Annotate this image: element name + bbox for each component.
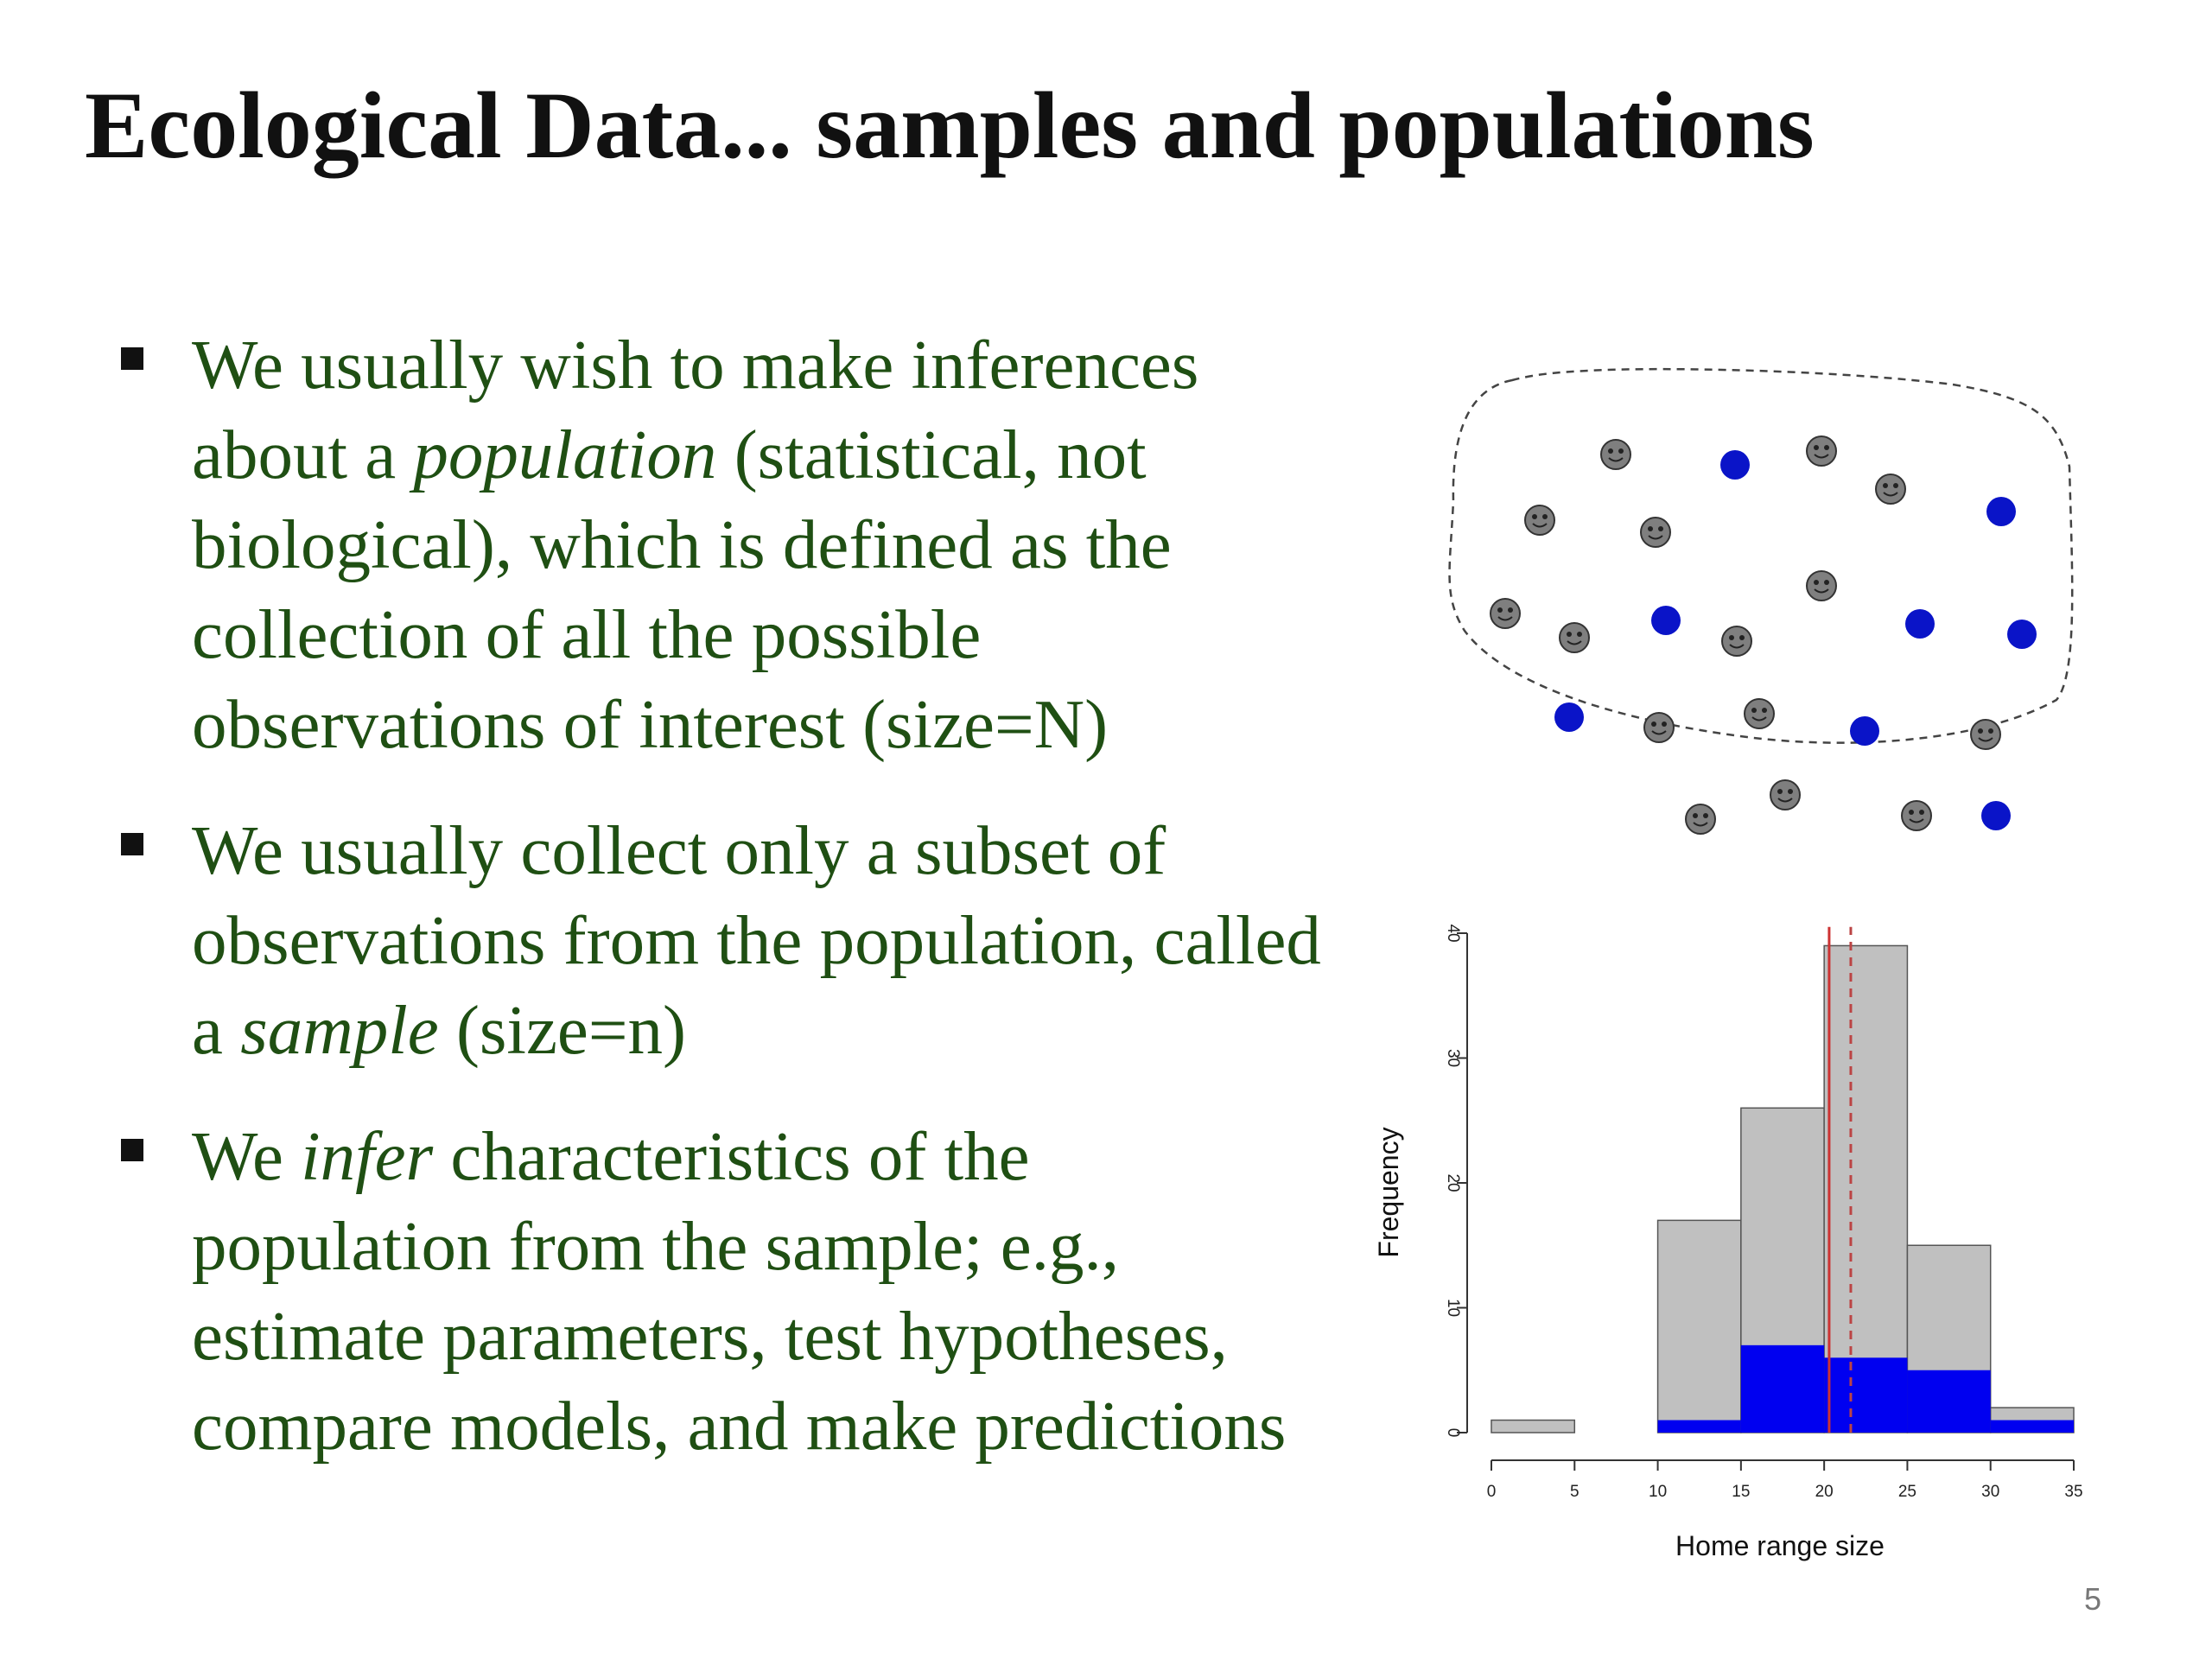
bullet-text: characteristics of the population from t… <box>192 1117 1287 1465</box>
histogram-bar-sample <box>1824 1357 1908 1433</box>
gray-face-icon <box>1770 779 1801 810</box>
x-axis-label: Home range size <box>1675 1530 1885 1561</box>
gray-face-icon <box>1901 800 1932 831</box>
square-bullet-icon <box>121 1139 143 1161</box>
y-tick-label: 20 <box>1444 1173 1462 1192</box>
blue-dot-icon <box>1720 450 1750 480</box>
population-dots <box>1490 435 2037 835</box>
blue-dot-icon <box>1651 606 1681 635</box>
blue-dot-icon <box>1986 497 2016 526</box>
gray-face-icon <box>1640 517 1671 548</box>
y-tick-label: 30 <box>1444 1049 1462 1067</box>
population-boundary <box>1448 367 2074 744</box>
x-tick-label: 25 <box>1898 1483 1916 1501</box>
histogram-bar-population <box>1823 944 1909 1433</box>
bullet-item: We usually wish to make inferences about… <box>119 320 1346 769</box>
blue-dot-icon <box>2007 620 2037 649</box>
y-tick-label: 0 <box>1444 1428 1462 1438</box>
gray-face-icon <box>1744 698 1775 729</box>
slide-title: Ecological Data... samples and populatio… <box>85 73 1815 178</box>
bullet-emphasis-text: population <box>413 416 717 493</box>
x-tick-label: 35 <box>2064 1483 2082 1501</box>
gray-face-icon <box>1806 435 1837 467</box>
page-number: 5 <box>2084 1581 2102 1617</box>
y-axis-label: Frequency <box>1373 1127 1404 1257</box>
gray-face-icon <box>1559 622 1590 653</box>
gray-face-icon <box>1875 474 1906 505</box>
histogram-axes: 0 5 10 15 20 25 30 35 0 10 20 30 40 <box>1444 924 2083 1501</box>
x-tick-label: 10 <box>1649 1483 1667 1501</box>
square-bullet-icon <box>121 833 143 855</box>
gray-face-icon <box>1806 570 1837 601</box>
histogram-bar-sample <box>1740 1344 1825 1433</box>
blue-dot-icon <box>1905 609 1935 639</box>
histogram-bar-population <box>1656 1219 1742 1433</box>
histogram-bar-population <box>1491 1419 1576 1433</box>
blue-dot-icon <box>1850 716 1879 746</box>
y-tick-label: 40 <box>1444 924 1462 942</box>
bullet-item: We usually collect only a subset of obse… <box>119 805 1346 1075</box>
histogram-bars <box>1491 944 2075 1433</box>
gray-face-icon <box>1721 626 1752 657</box>
gray-face-icon <box>1490 598 1521 629</box>
gray-face-icon <box>1600 439 1631 470</box>
x-tick-label: 20 <box>1815 1483 1834 1501</box>
gray-face-icon <box>1524 505 1555 536</box>
bullet-emphasis-text: infer <box>301 1117 434 1195</box>
bullet-text: (statistical, not biological), which is … <box>192 416 1172 763</box>
gray-face-icon <box>1970 719 2001 750</box>
bullet-text: We usually collect only a subset of obse… <box>192 811 1321 1069</box>
x-tick-label: 30 <box>1981 1483 1999 1501</box>
bullet-emphasis-text: sample <box>240 991 439 1069</box>
bullet-list: We usually wish to make inferences about… <box>119 320 1346 1507</box>
blue-dot-icon <box>1981 801 2011 830</box>
bullet-item: We infer characteristics of the populati… <box>119 1111 1346 1471</box>
x-tick-label: 0 <box>1487 1483 1497 1501</box>
square-bullet-icon <box>121 347 143 370</box>
histogram-bar-sample <box>1907 1370 1991 1433</box>
bullet-text: (size=n) <box>438 991 686 1069</box>
histogram-reference-lines <box>1827 926 1853 1433</box>
histogram-bar-sample <box>1657 1420 1741 1433</box>
x-tick-label: 15 <box>1732 1483 1750 1501</box>
blue-dot-icon <box>1554 702 1584 732</box>
histogram-bar-sample <box>1990 1420 2074 1433</box>
bullet-text: We <box>192 1117 302 1195</box>
population-diagram <box>1448 367 2074 835</box>
y-tick-label: 10 <box>1444 1299 1462 1317</box>
gray-face-icon <box>1685 804 1716 835</box>
gray-face-icon <box>1643 712 1675 743</box>
x-tick-label: 5 <box>1570 1483 1580 1501</box>
bullet-text: We usually wish to make inferences about… <box>192 326 1199 493</box>
